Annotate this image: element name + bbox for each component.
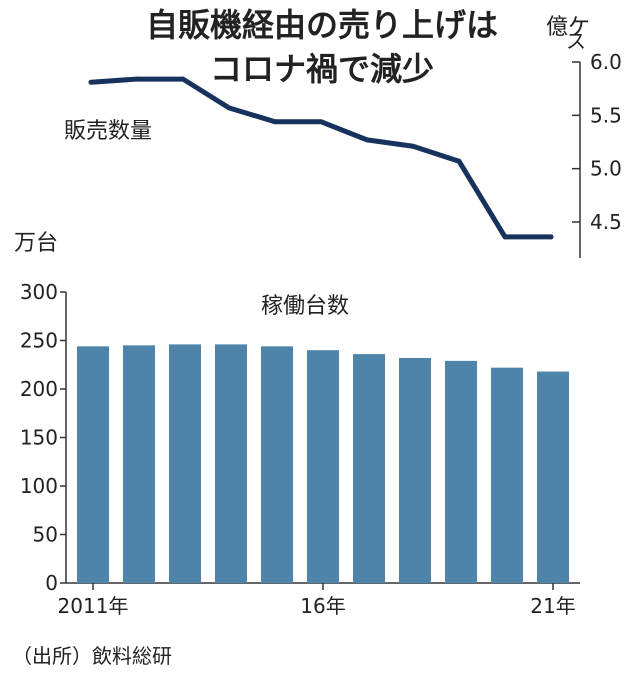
line-data-point — [502, 234, 508, 240]
bar-y-tick-label: 250 — [20, 329, 58, 353]
line-data-point — [180, 76, 186, 82]
bar — [537, 371, 569, 583]
line-series-path — [88, 76, 554, 240]
bar-y-tick-label: 100 — [20, 474, 58, 498]
line-y-tick-label: 6.0 — [590, 50, 622, 74]
bar-x-tick-label: 16年 — [300, 594, 345, 618]
bar-x-tick-label: 2011年 — [58, 594, 129, 618]
bar — [399, 357, 431, 583]
line-data-point — [272, 119, 278, 125]
line-y-tick-label: 5.5 — [590, 103, 622, 127]
bar — [169, 344, 201, 583]
bar-chart: 0 50 100 150 200 250 300 2011年 16年 21年 — [20, 280, 580, 618]
line-data-point — [318, 119, 324, 125]
bar — [77, 346, 109, 583]
bar-x-tick-label: 21年 — [530, 594, 575, 618]
line-unit-label-2: ス — [566, 29, 586, 53]
line-series-label: 販売数量 — [64, 119, 152, 144]
chart-title-line-2: コロナ禍で減少 — [210, 50, 434, 88]
bar-y-tick-label: 50 — [33, 523, 58, 547]
bar-series-label: 稼働台数 — [261, 294, 349, 319]
bar-y-tick-label: 300 — [20, 280, 58, 304]
bar — [445, 360, 477, 583]
bar — [123, 345, 155, 583]
line-data-point — [456, 158, 462, 164]
bar-y-tick-label: 200 — [20, 377, 58, 401]
line-unit-label-1: 億ケ — [546, 15, 590, 40]
line-chart: 4.5 5.0 5.5 6.0 — [88, 50, 622, 258]
line-data-point — [364, 137, 370, 143]
bar — [307, 350, 339, 583]
bar — [491, 367, 523, 583]
line-data-point — [410, 143, 416, 149]
line-data-point — [134, 76, 140, 82]
line-data-point — [226, 105, 232, 111]
bar — [261, 346, 293, 583]
bar — [353, 354, 385, 583]
bar-y-tick-label: 0 — [45, 571, 58, 595]
source-note: （出所）飲料総研 — [12, 644, 172, 668]
bar-y-tick-label: 150 — [20, 426, 58, 450]
chart-title-line-1: 自販機経由の売り上げは — [146, 6, 498, 44]
bar — [215, 344, 247, 583]
line-data-point — [88, 79, 94, 85]
bar-unit-label: 万台 — [14, 231, 58, 256]
line-y-tick-label: 4.5 — [590, 210, 622, 234]
line-y-tick-label: 5.0 — [590, 157, 622, 181]
line-data-point — [548, 234, 554, 240]
